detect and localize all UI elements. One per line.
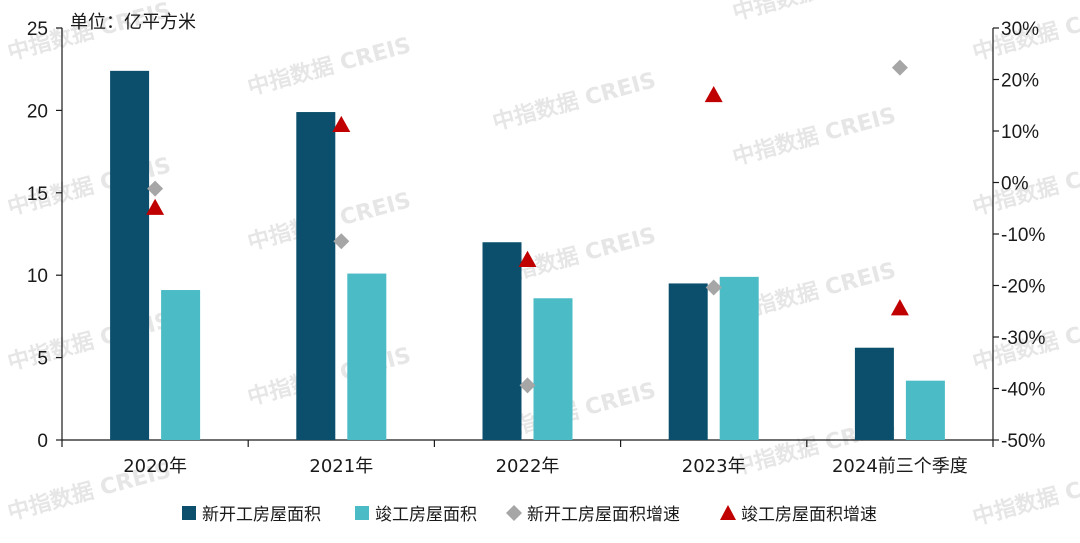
watermark-text: 中指数据 CREIS xyxy=(245,32,414,101)
bar xyxy=(482,242,522,440)
y-left-tick-label: 25 xyxy=(27,19,48,40)
x-tick-label: 2022年 xyxy=(496,456,560,477)
triangle-point xyxy=(518,250,537,267)
bar xyxy=(296,112,336,440)
bar xyxy=(905,380,945,440)
watermark-text: 中指数据 CREIS xyxy=(970,462,1080,531)
x-tick-label: 2020年 xyxy=(123,456,187,477)
triangle-point xyxy=(890,299,909,316)
watermark-layer: 中指数据 CREIS 中指数据 CREIS 中指数据 CREIS 中指数据 CREIS… xyxy=(5,0,1080,531)
watermark-text: 中指数据 CREIS xyxy=(490,67,659,136)
legend-label: 新开工房屋面积增速 xyxy=(527,505,680,525)
bar xyxy=(161,290,201,440)
legend: 新开工房屋面积 竣工房屋面积 新开工房屋面积增速 竣工房屋面积增速 xyxy=(182,505,877,525)
triangle-point xyxy=(704,85,723,103)
diamond-point xyxy=(147,180,164,197)
markers xyxy=(146,59,909,394)
x-tick-label: 2024前三个季度 xyxy=(832,456,968,477)
watermark-text: 中指数据 CREIS xyxy=(730,102,899,171)
y-left-tick-label: 10 xyxy=(27,266,48,287)
y-right-tick-label: 0% xyxy=(1001,174,1029,195)
axes: 0 5 10 15 20 25 -50% -40% -30% -20% -10% 0% 10% 20% 30… xyxy=(27,19,1046,477)
y-right-tick-label: 10% xyxy=(1001,122,1039,143)
legend-label: 竣工房屋面积增速 xyxy=(741,505,877,525)
bar xyxy=(533,298,573,440)
y-right-tick-label: 20% xyxy=(1001,71,1039,92)
bar xyxy=(719,276,759,440)
y-left-tick-label: 15 xyxy=(27,184,48,205)
y-left-tick-label: 20 xyxy=(27,101,48,122)
triangle-point xyxy=(332,115,351,133)
y-left-tick-label: 5 xyxy=(37,349,48,370)
bar xyxy=(668,283,708,440)
legend-label: 竣工房屋面积 xyxy=(375,505,477,525)
y-right-tick-label: -20% xyxy=(1001,277,1045,298)
y-right-tick-label: -30% xyxy=(1001,328,1045,349)
legend-label: 新开工房屋面积 xyxy=(202,505,321,525)
unit-label: 单位：亿平方米 xyxy=(70,12,196,33)
legend-triangle-icon xyxy=(720,505,736,520)
legend-diamond-icon xyxy=(506,505,522,521)
bar xyxy=(347,273,387,440)
bars xyxy=(110,70,945,441)
y-right-tick-label: -10% xyxy=(1001,225,1045,246)
diamond-point xyxy=(519,377,536,394)
y-right-tick-label: -40% xyxy=(1001,380,1045,401)
bar xyxy=(854,347,894,440)
watermark-text: 中指数据 CREIS xyxy=(730,0,899,26)
y-left-tick-label: 0 xyxy=(37,431,48,452)
diamond-point xyxy=(333,233,350,250)
x-tick-label: 2023年 xyxy=(682,456,746,477)
bar xyxy=(110,70,150,441)
legend-swatch xyxy=(182,506,196,520)
y-right-tick-label: 30% xyxy=(1001,19,1039,40)
triangle-point xyxy=(146,198,165,215)
legend-swatch xyxy=(355,506,369,520)
diamond-point xyxy=(705,279,722,296)
diamond-point xyxy=(891,59,908,76)
x-tick-label: 2021年 xyxy=(309,456,373,477)
y-right-tick-label: -50% xyxy=(1001,431,1045,452)
